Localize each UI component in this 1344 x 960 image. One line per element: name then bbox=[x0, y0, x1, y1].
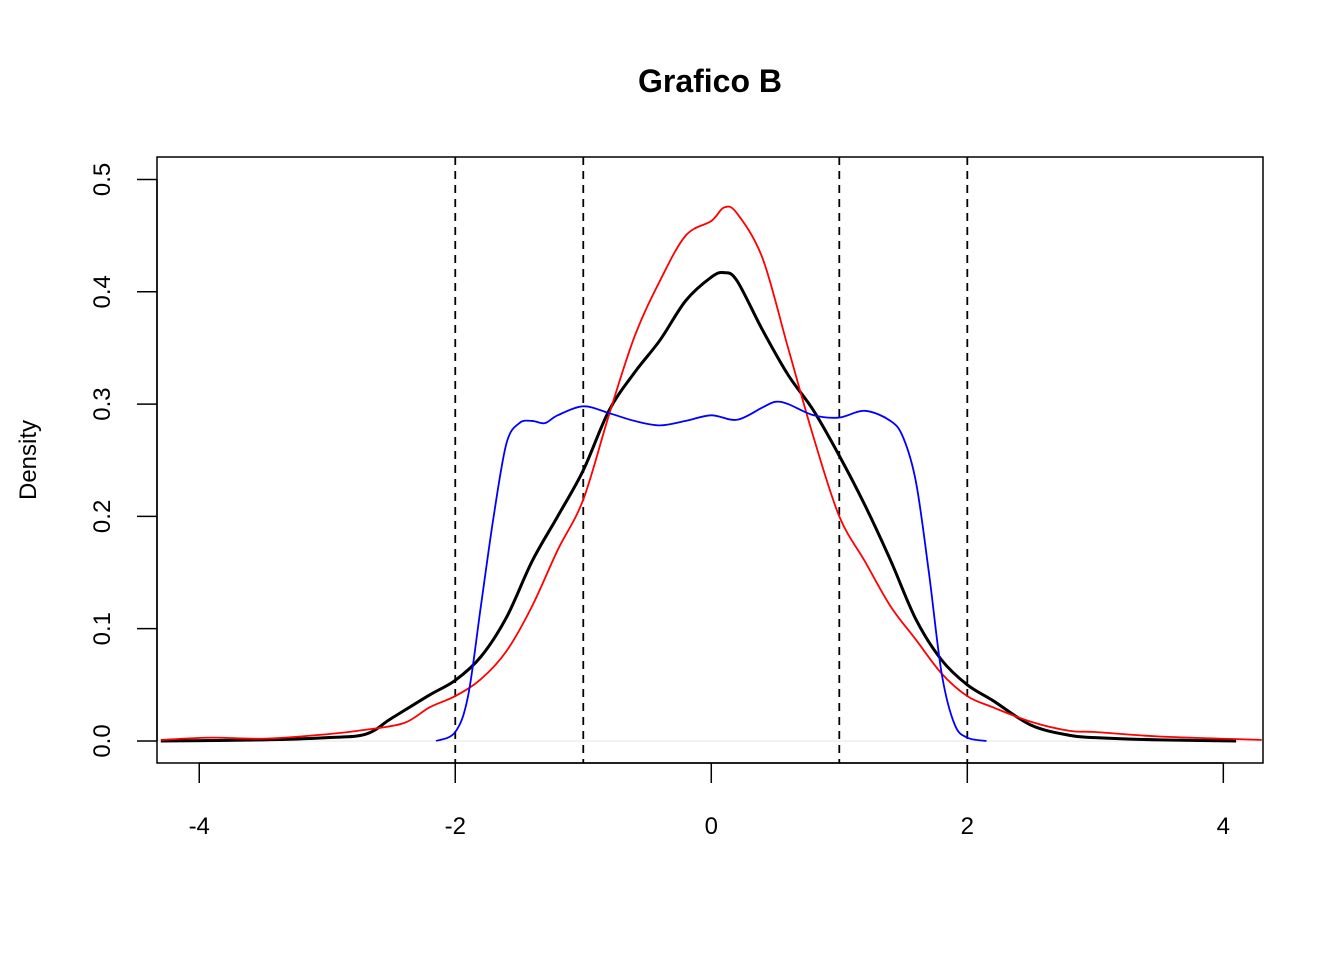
plot-frame bbox=[156, 156, 1264, 764]
plot-area bbox=[157, 157, 1263, 763]
x-tick-label: 2 bbox=[961, 813, 974, 840]
chart-title: Grafico B bbox=[638, 63, 782, 99]
y-tick-label: 0.4 bbox=[89, 275, 116, 308]
y-axis-label: Density bbox=[15, 420, 42, 500]
density-line-black bbox=[160, 270, 1237, 743]
density-line-red bbox=[160, 205, 1262, 741]
x-tick-label: -4 bbox=[189, 813, 210, 840]
y-axis: 0.0 0.1 0.2 0.3 0.4 0.5 bbox=[89, 163, 158, 758]
x-tick-label: 4 bbox=[1217, 813, 1230, 840]
x-axis: -4 -2 0 2 4 bbox=[189, 762, 1230, 840]
y-tick-label: 0.2 bbox=[89, 500, 116, 533]
y-tick-label: 0.5 bbox=[89, 163, 116, 196]
y-tick-label: 0.3 bbox=[89, 387, 116, 420]
x-tick-label: 0 bbox=[705, 813, 718, 840]
y-tick-label: 0.0 bbox=[89, 724, 116, 757]
x-tick-label: -2 bbox=[445, 813, 466, 840]
y-tick-label: 0.1 bbox=[89, 612, 116, 645]
density-line-blue bbox=[435, 400, 987, 742]
